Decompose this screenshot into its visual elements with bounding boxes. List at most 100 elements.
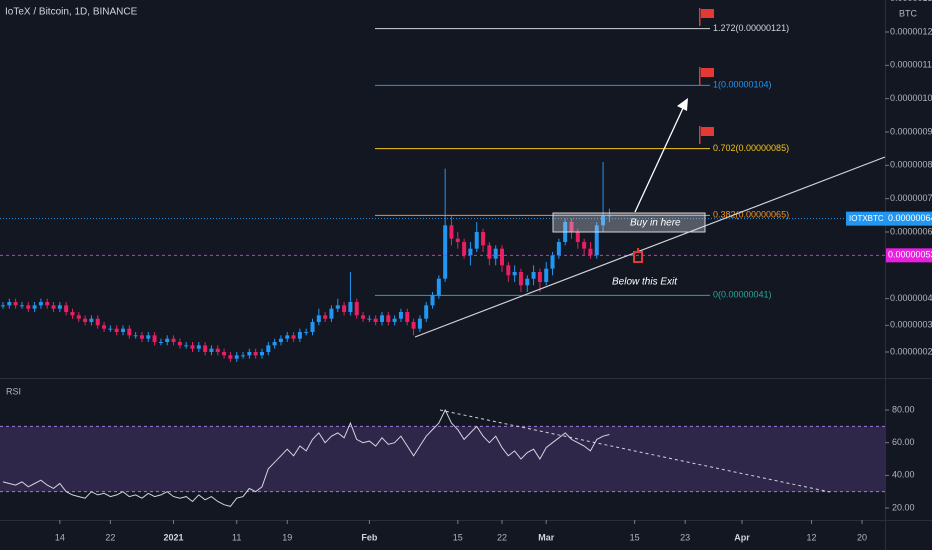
candle-body <box>588 248 593 256</box>
candle-body <box>38 302 43 306</box>
candle-body <box>367 318 372 320</box>
candle-body <box>1 305 5 307</box>
candle-body <box>462 242 467 256</box>
x-tick-label: Apr <box>734 532 750 542</box>
y-tick-label: 0.00000130 <box>890 0 932 3</box>
candle-body <box>455 238 460 242</box>
candle-body <box>190 345 195 349</box>
candle-body <box>310 322 315 332</box>
candle-body <box>474 232 479 249</box>
rsi-tick-label: 40.00 <box>892 470 915 480</box>
candle-body <box>234 355 239 359</box>
candle-body <box>348 302 353 312</box>
y-tick-label: 0.00000024 <box>890 346 932 356</box>
candle-body <box>487 245 492 259</box>
buy-zone <box>552 212 706 233</box>
candle-body <box>158 342 163 343</box>
candle-body <box>32 305 37 309</box>
candle-body <box>89 318 94 322</box>
candle-body <box>544 268 549 282</box>
candle-body <box>215 348 220 352</box>
candle-body <box>373 318 378 322</box>
candle-body <box>379 315 384 322</box>
last-price-label: 0.00000064 <box>888 213 932 223</box>
candle-body <box>304 332 309 333</box>
fib-label: 1.272(0.00000121) <box>713 23 789 33</box>
candle-body <box>19 305 24 307</box>
candle-body <box>272 342 277 346</box>
candle-body <box>108 328 113 330</box>
symbol-label: IOTXBTC <box>849 214 884 223</box>
candle-body <box>165 338 170 342</box>
candle-body <box>531 272 536 279</box>
fib-label: 1(0.00000104) <box>713 80 772 90</box>
candle-body <box>7 302 12 306</box>
annotation: Buy in here <box>630 218 681 229</box>
x-tick-label: 2021 <box>164 532 184 542</box>
x-tick-label: 12 <box>807 532 817 542</box>
candle-body <box>342 305 347 312</box>
candle-body <box>594 225 599 256</box>
candle-body <box>575 232 580 242</box>
x-tick-label: 19 <box>282 532 292 542</box>
candle-body <box>354 302 359 316</box>
exit-icon <box>633 248 643 263</box>
flags <box>699 8 714 144</box>
x-tick-label: 20 <box>857 532 867 542</box>
candle-body <box>449 225 454 239</box>
candle-body <box>266 345 271 352</box>
candle-body <box>121 328 126 332</box>
candle-body <box>102 325 107 329</box>
x-tick-label: Feb <box>361 532 378 542</box>
candle-body <box>76 315 81 319</box>
candle-body <box>259 352 264 356</box>
candle-body <box>601 215 606 226</box>
x-tick-label: 11 <box>232 532 241 542</box>
candle-body <box>556 242 561 256</box>
candle-body <box>405 312 410 322</box>
rsi-line <box>2 408 610 507</box>
candle-body <box>550 255 555 269</box>
fib-label: 0(0.00000041) <box>713 290 772 300</box>
fib-label: 0.702(0.00000085) <box>713 143 789 153</box>
candle-body <box>26 305 31 309</box>
candle-body <box>177 342 182 346</box>
candle-body <box>430 295 435 306</box>
candle-body <box>361 315 366 319</box>
candle-body <box>51 305 56 309</box>
candle-body <box>411 322 416 329</box>
candle-body <box>291 335 296 339</box>
exit-tag <box>886 248 932 263</box>
axis-unit: BTC <box>899 8 918 18</box>
x-tick-label: 14 <box>55 532 65 542</box>
candle-body <box>184 345 189 347</box>
rsi-tick-label: 60.00 <box>892 437 915 447</box>
candle-body <box>323 315 328 319</box>
rsi-tick-label: 20.00 <box>892 502 915 512</box>
candle-body <box>209 348 214 352</box>
candle-body <box>582 242 587 249</box>
x-tick-label: 15 <box>453 532 463 542</box>
candle-body <box>329 308 334 319</box>
trend-line <box>414 156 886 338</box>
candle-body <box>493 248 498 259</box>
candle-body <box>127 328 132 336</box>
rsi-trend-line <box>439 409 831 493</box>
candle-body <box>512 272 517 276</box>
candle-body <box>386 315 391 322</box>
candle-body <box>45 302 50 306</box>
candle-body <box>247 352 252 356</box>
candle-body <box>13 302 18 306</box>
candle-body <box>241 355 246 357</box>
rsi-band <box>0 426 885 492</box>
candle-body <box>335 305 340 309</box>
candle-body <box>152 335 157 342</box>
